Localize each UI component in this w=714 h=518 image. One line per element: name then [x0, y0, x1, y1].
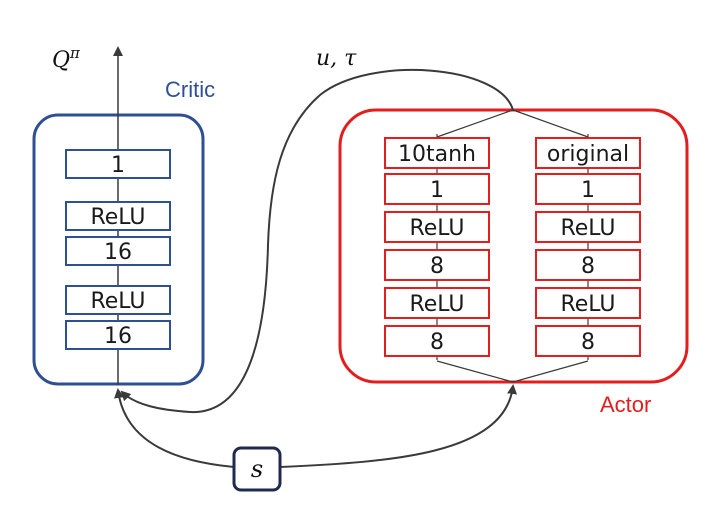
actor-branch-2-layer-5-relu-box — [535, 287, 641, 319]
actor-branch-1-layer-2-1: 1 — [384, 173, 490, 205]
actor-branch-1-layer-6-8-label: 8 — [430, 330, 444, 355]
actor-bottom-join-right — [512, 360, 589, 383]
actor-branch-1-layer-4-8: 8 — [384, 249, 490, 281]
actor-top-join-right — [512, 109, 589, 138]
critic-layer-5-16-box — [65, 320, 171, 350]
actor-branch-1-layer-4-8-label: 8 — [430, 254, 444, 279]
critic-layer-3-16-label: 16 — [104, 240, 132, 265]
actor-branch-2-layer-4-8-label: 8 — [581, 254, 595, 279]
actor-branch-2-layer-4-8: 8 — [535, 249, 641, 281]
actor-branch-1-layer-5-relu-box — [384, 287, 490, 319]
actor-branch-2-layer-3-relu: ReLU — [535, 211, 641, 243]
actor-branch-2-layer-3-relu-box — [535, 211, 641, 243]
actor-branch-2-layer-5-relu-label: ReLU — [560, 292, 615, 317]
actor-branch-2-layer-1-original-label: original — [547, 142, 629, 167]
critic-layer-4-relu: ReLU — [65, 285, 171, 315]
actor-branch-1-layer-4-8-box — [384, 249, 490, 281]
actor-branch-1-layer-2-1-label: 1 — [430, 178, 444, 203]
critic-layer-1-1-label: 1 — [111, 153, 125, 178]
actor-bottom-join-left — [436, 360, 514, 383]
critic-layer-5-16: 16 — [65, 320, 171, 350]
actor-branch-2-layer-2-1-box — [535, 173, 641, 205]
critic-layer-3-16: 16 — [65, 236, 171, 266]
actor-branch-2-layer-4-8-box — [535, 249, 641, 281]
actor-branch-1-layer-3-relu-box — [384, 211, 490, 243]
actor-branch-2-layer-3-relu-label: ReLU — [560, 216, 615, 241]
actor-to-critic-curve — [120, 68, 514, 414]
critic-layer-1-1: 1 — [65, 149, 171, 179]
actor-branch-1-layer-5-relu: ReLU — [384, 287, 490, 319]
actor-branch-1-layer-6-8: 8 — [384, 325, 490, 357]
actor-branch-1-layer-3-relu: ReLU — [384, 211, 490, 243]
critic-layer-3-16-box — [65, 236, 171, 266]
actor-branch-1-layer-6-8-box — [384, 325, 490, 357]
state-label: s — [251, 455, 263, 483]
state-to-actor-curve — [279, 384, 518, 468]
actor-output-label: u, τ — [316, 46, 357, 71]
actor-branch-2-layer-6-8-box — [535, 325, 641, 357]
actor-branch-2-layer-2-1: 1 — [535, 173, 641, 205]
critic-layer-4-relu-label: ReLU — [90, 289, 145, 314]
critic-label: Critic — [165, 77, 215, 102]
critic-output-label: Qπ — [52, 44, 81, 73]
actor-branch-2-layer-6-8-label: 8 — [581, 330, 595, 355]
actor-layers: 10tanh 1 ReLU 8 ReLU 8 original 1 ReLU 8 ReLU 8 — [384, 137, 641, 357]
actor-branch-1-layer-2-1-box — [384, 173, 490, 205]
actor-branch-2-layer-1-original: original — [535, 137, 641, 169]
critic-layer-2-relu: ReLU — [65, 201, 171, 231]
actor-branch-1-layer-1-10tanh-label: 10tanh — [398, 142, 476, 167]
actor-branch-2-layer-6-8: 8 — [535, 325, 641, 357]
critic-layer-1-1-box — [65, 149, 171, 179]
critic-layer-2-relu-box — [65, 201, 171, 231]
critic-layer-2-relu-label: ReLU — [90, 205, 145, 230]
actor-branch-1-layer-3-relu-label: ReLU — [409, 216, 464, 241]
actor-label: Actor — [600, 392, 651, 417]
actor-branch-2-layer-1-original-box — [535, 137, 641, 169]
actor-branch-2-layer-5-relu: ReLU — [535, 287, 641, 319]
actor-branch-1-layer-1-10tanh: 10tanh — [384, 137, 490, 169]
state-box — [232, 446, 282, 492]
actor-branch-2-layer-2-1-label: 1 — [581, 178, 595, 203]
actor-branch-1-layer-5-relu-label: ReLU — [409, 292, 464, 317]
actor-branch-1-layer-1-10tanh-box — [384, 137, 490, 169]
state-to-critic-curve — [114, 388, 235, 468]
actor-top-join-left — [436, 109, 514, 138]
critic-layer-5-16-label: 16 — [104, 324, 132, 349]
critic-layer-4-relu-box — [65, 285, 171, 315]
critic-layers: 1 ReLU 16 ReLU 16 — [65, 149, 171, 350]
